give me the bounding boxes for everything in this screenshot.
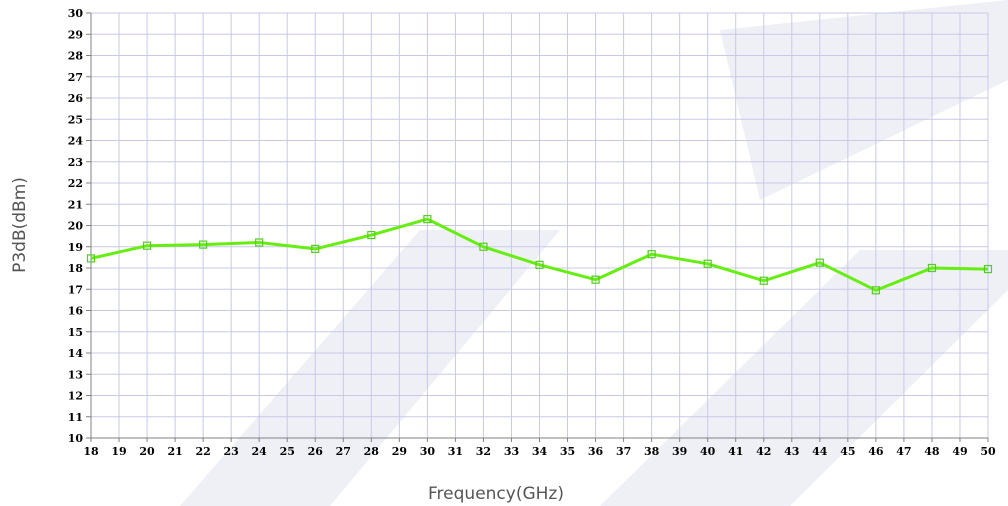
x-tick-label: 47 (896, 445, 911, 458)
x-tick-label: 25 (280, 445, 295, 458)
y-tick-label: 10 (68, 432, 84, 445)
y-tick-label: 15 (68, 326, 83, 339)
x-tick-label: 33 (504, 445, 519, 458)
x-tick-label: 27 (336, 445, 351, 458)
data-point-marker (591, 275, 600, 284)
y-axis-title: P3dB(dBm) (10, 177, 30, 273)
x-tick-label: 44 (812, 445, 828, 458)
x-tick-label: 32 (476, 445, 491, 458)
data-point-marker (815, 258, 824, 267)
x-axis-title: Frequency(GHz) (428, 484, 564, 504)
y-tick-label: 18 (68, 262, 84, 275)
x-tick-label: 24 (252, 445, 268, 458)
y-tick-label: 25 (68, 113, 83, 126)
y-tick-label: 30 (68, 7, 84, 20)
data-point-marker (367, 230, 376, 240)
y-tick-label: 27 (68, 71, 83, 84)
x-tick-label: 20 (139, 445, 155, 458)
y-tick-label: 19 (68, 241, 83, 254)
x-tick-label: 40 (700, 445, 716, 458)
x-tick-label: 45 (840, 445, 855, 458)
x-tick-label: 23 (224, 445, 239, 458)
data-point-marker (423, 215, 432, 224)
x-tick-label: 28 (364, 445, 380, 458)
data-point-marker (86, 254, 96, 263)
data-point-marker (983, 264, 993, 274)
y-tick-label: 22 (68, 177, 83, 190)
y-tick-label: 23 (68, 156, 83, 169)
series-line (90, 217, 989, 292)
x-tick-label: 22 (195, 445, 210, 458)
x-tick-label: 31 (448, 445, 463, 458)
data-point-marker (647, 250, 656, 259)
data-point-marker (871, 286, 880, 295)
y-tick-label: 14 (68, 347, 84, 360)
y-tick-label: 12 (68, 390, 83, 403)
x-tick-label: 49 (952, 445, 967, 458)
data-point-marker (479, 242, 488, 251)
x-tick-label: 18 (83, 445, 99, 458)
data-point-marker (199, 240, 208, 249)
x-tick-label: 42 (756, 445, 771, 458)
grid (91, 12, 989, 438)
data-point-marker (927, 263, 937, 273)
axes (86, 12, 989, 442)
data-point-marker (703, 259, 712, 268)
y-tick-label: 21 (68, 198, 83, 211)
y-tick-label: 24 (68, 135, 84, 148)
x-tick-label: 19 (111, 445, 126, 458)
data-point-marker (311, 244, 320, 253)
x-tick-label: 46 (868, 445, 884, 458)
series (86, 215, 993, 295)
y-tick-label: 26 (68, 92, 84, 105)
data-point-marker (759, 276, 768, 285)
x-tick-label: 50 (980, 445, 996, 458)
x-tick-label: 37 (616, 445, 631, 458)
y-tick-label: 13 (68, 368, 83, 381)
data-point-marker (535, 260, 544, 269)
data-point-marker (255, 238, 264, 247)
x-tick-label: 26 (308, 445, 324, 458)
data-point-marker (142, 241, 152, 250)
x-tick-label: 29 (392, 445, 407, 458)
x-tick-label: 38 (644, 445, 660, 458)
x-tick-label: 43 (784, 445, 799, 458)
x-tick-label: 48 (924, 445, 940, 458)
x-tick-label: 36 (588, 445, 604, 458)
x-tick-label: 34 (532, 445, 548, 458)
x-tick-label: 30 (420, 445, 436, 458)
x-tick-label: 41 (728, 445, 743, 458)
y-tick-label: 11 (68, 411, 83, 424)
y-tick-label: 20 (68, 220, 84, 233)
y-tick-label: 28 (68, 50, 84, 63)
background-watermark (180, 0, 1008, 506)
y-tick-label: 29 (68, 28, 83, 41)
y-tick-label: 16 (68, 305, 84, 318)
x-tick-label: 21 (167, 445, 182, 458)
x-tick-label: 35 (560, 445, 575, 458)
x-tick-label: 39 (672, 445, 687, 458)
y-tick-label: 17 (68, 283, 83, 296)
tick-labels: 18 19 20 21 22 23 24 25 26 27 28 29 30 31 32 33 34 35 36 37… (68, 7, 996, 458)
